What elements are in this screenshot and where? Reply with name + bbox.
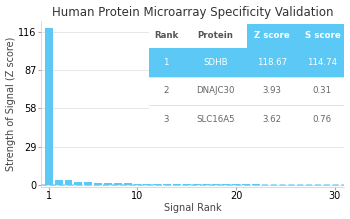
Bar	[75, 182, 82, 185]
Bar	[242, 184, 250, 185]
Y-axis label: Strength of Signal (Z score): Strength of Signal (Z score)	[6, 37, 15, 171]
Text: Z score: Z score	[254, 31, 290, 40]
Text: Protein: Protein	[197, 31, 233, 40]
Bar	[298, 24, 348, 48]
Bar	[173, 184, 181, 185]
X-axis label: Signal Rank: Signal Rank	[164, 203, 222, 214]
Text: S score: S score	[304, 31, 340, 40]
Bar	[212, 184, 220, 185]
Text: 0.76: 0.76	[313, 115, 332, 124]
Bar	[247, 24, 298, 48]
Bar	[203, 184, 210, 185]
Bar	[133, 184, 141, 185]
Bar	[163, 184, 171, 185]
Bar	[55, 180, 63, 185]
Bar	[149, 24, 348, 48]
Bar	[114, 183, 122, 185]
Bar	[149, 76, 348, 106]
Bar	[149, 106, 348, 134]
Bar	[149, 48, 348, 76]
Bar	[124, 184, 132, 185]
Text: 2: 2	[163, 87, 169, 95]
Bar	[104, 183, 112, 185]
Bar	[84, 182, 92, 185]
Text: DNAJC30: DNAJC30	[196, 87, 235, 95]
Bar	[222, 184, 230, 185]
Text: 1: 1	[163, 58, 169, 67]
Bar	[252, 184, 260, 185]
Text: SLC16A5: SLC16A5	[196, 115, 235, 124]
Bar	[193, 184, 201, 185]
Bar	[94, 183, 102, 185]
Text: 3: 3	[163, 115, 169, 124]
Text: 0.31: 0.31	[313, 87, 332, 95]
Text: 3.62: 3.62	[263, 115, 282, 124]
Bar	[232, 184, 240, 185]
Text: 118.67: 118.67	[257, 58, 287, 67]
Text: 3.93: 3.93	[263, 87, 282, 95]
Bar	[183, 184, 191, 185]
Text: Rank: Rank	[154, 31, 178, 40]
Bar	[64, 180, 72, 185]
Text: SDHB: SDHB	[203, 58, 228, 67]
Bar	[153, 184, 161, 185]
Bar	[45, 28, 53, 185]
Bar	[144, 184, 151, 185]
Title: Human Protein Microarray Specificity Validation: Human Protein Microarray Specificity Val…	[52, 5, 334, 19]
Text: 114.74: 114.74	[307, 58, 337, 67]
